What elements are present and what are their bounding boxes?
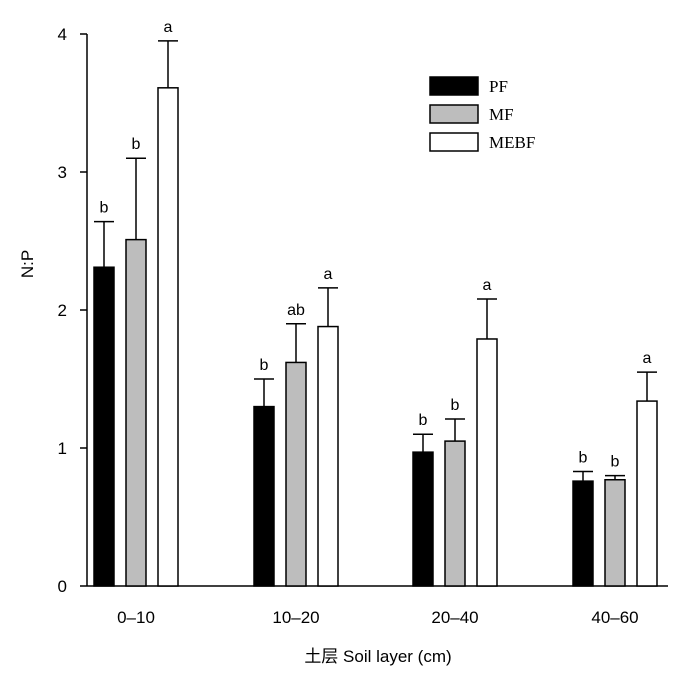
y-tick-label: 3	[58, 163, 67, 182]
bar-mf	[285, 361, 307, 587]
significance-label: b	[260, 357, 269, 374]
bar-mf	[604, 478, 626, 587]
y-tick-label: 4	[58, 25, 67, 44]
bar-mf	[125, 238, 147, 587]
significance-label: b	[579, 449, 588, 466]
significance-label: b	[611, 454, 620, 471]
x-axis-title: 土层 Soil layer (cm)	[304, 647, 451, 666]
y-tick-label: 1	[58, 439, 67, 458]
legend-label-mf: MF	[489, 105, 514, 124]
bar-pf	[572, 480, 594, 587]
x-tick-label: 20–40	[431, 608, 478, 627]
x-tick-label: 10–20	[272, 608, 319, 627]
legend: PF MF MEBF	[429, 76, 535, 152]
bar-pf	[93, 266, 115, 587]
bar-mebf	[317, 325, 339, 587]
y-tick-label: 0	[58, 577, 67, 596]
significance-label: b	[419, 412, 428, 429]
significance-label: b	[132, 136, 141, 153]
significance-label: a	[324, 266, 333, 283]
bar-mebf	[157, 87, 179, 587]
bar-mf	[444, 440, 466, 587]
legend-swatch-mebf	[429, 132, 479, 152]
x-axis: 0–10 10–20 20–40 40–60	[87, 585, 668, 627]
significance-label: a	[643, 350, 652, 367]
legend-label-pf: PF	[489, 77, 508, 96]
significance-label: a	[483, 277, 492, 294]
legend-label-mebf: MEBF	[489, 133, 535, 152]
y-axis-title: N:P	[18, 250, 37, 278]
bar-pf	[412, 451, 434, 587]
significance-label: a	[164, 19, 173, 36]
bar-mebf	[476, 338, 498, 587]
significance-label: b	[100, 200, 109, 217]
y-tick-label: 2	[58, 301, 67, 320]
y-axis: 0 1 2 3 4	[58, 25, 88, 596]
significance-label: b	[451, 397, 460, 414]
significance-label: ab	[287, 302, 305, 319]
legend-swatch-mf	[429, 104, 479, 124]
bar-mebf	[636, 400, 658, 587]
x-tick-label: 40–60	[591, 608, 638, 627]
bar-pf	[253, 405, 275, 587]
x-tick-label: 0–10	[117, 608, 155, 627]
legend-swatch-pf	[429, 76, 479, 96]
